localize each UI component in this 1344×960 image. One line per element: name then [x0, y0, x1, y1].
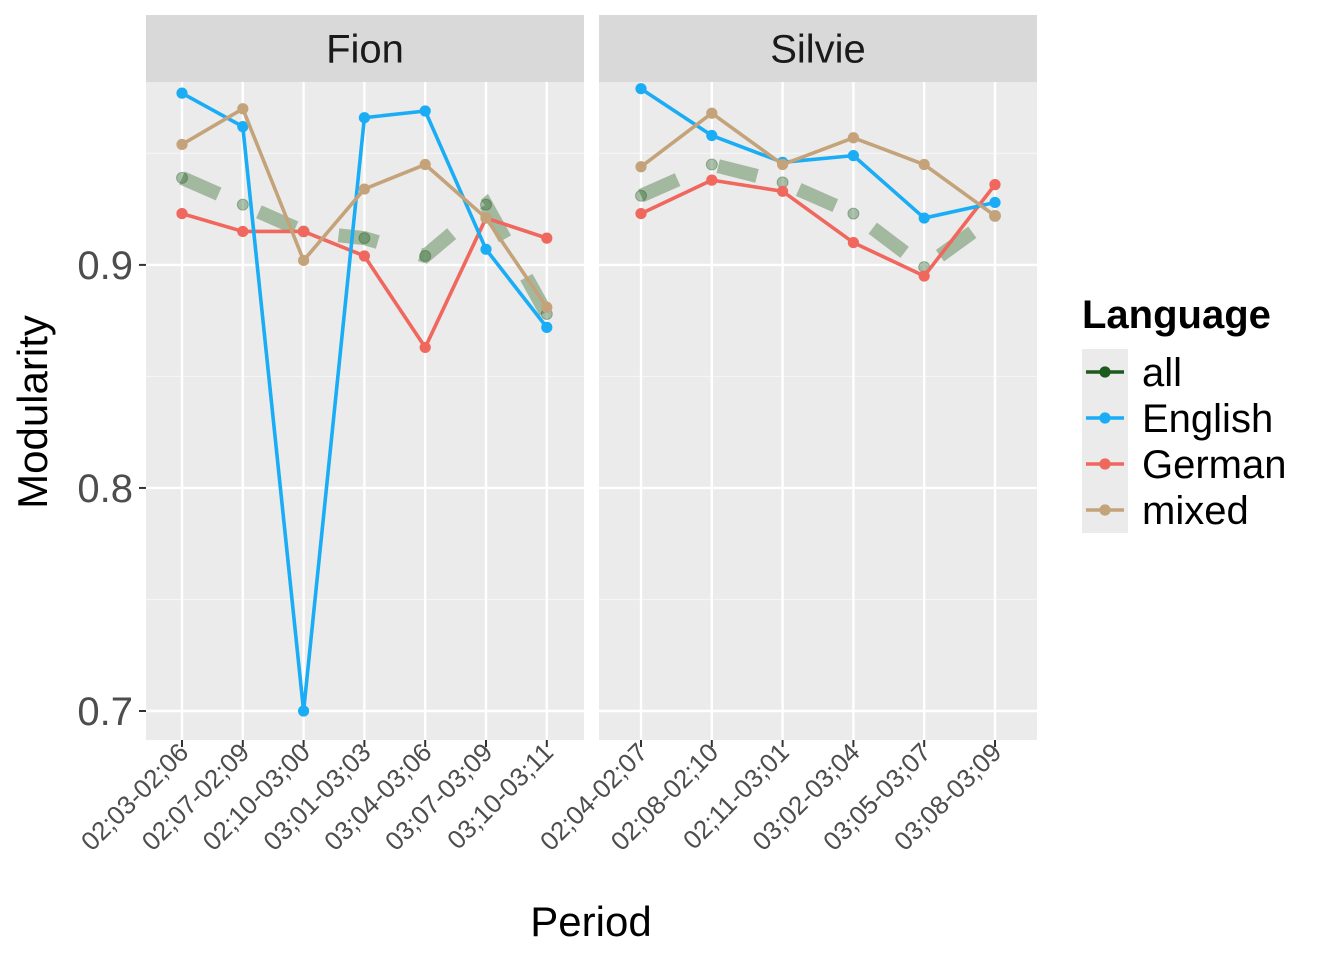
facet-strip [146, 15, 584, 82]
legend-key-point [1099, 504, 1111, 516]
point-german [635, 208, 647, 220]
panel-fion: Fion02;03-02;0602;07-02;0902;10-03;0003;… [75, 15, 584, 856]
legend-entry-all: all [1082, 349, 1182, 395]
point-all [236, 198, 249, 211]
y-tick-label: 0.7 [77, 690, 133, 734]
point-english [541, 321, 553, 333]
point-mixed [847, 132, 860, 144]
point-mixed [989, 210, 1001, 222]
point-german [541, 232, 553, 244]
legend-label: mixed [1142, 489, 1249, 533]
legend-entry-german: German [1082, 441, 1287, 487]
point-german [298, 225, 310, 238]
legend-entry-mixed: mixed [1082, 487, 1249, 533]
legend-key-point [1099, 458, 1111, 470]
y-tick-label: 0.8 [77, 467, 133, 511]
point-german [419, 341, 431, 354]
y-axis-title: Modularity [9, 315, 56, 509]
legend-key-point [1099, 412, 1111, 424]
point-all [480, 198, 492, 211]
legend-key-point [1099, 366, 1111, 378]
y-axis: 0.7 0.8 0.9 [77, 244, 146, 734]
facet-strip-label: Fion [326, 28, 404, 72]
point-mixed [635, 161, 647, 173]
series-line-english [640, 87, 996, 220]
point-german [847, 236, 860, 249]
point-english [635, 83, 647, 95]
point-german [706, 174, 718, 186]
legend-entry-english: English [1082, 395, 1273, 441]
point-german [777, 185, 789, 197]
legend-title: Language [1082, 293, 1271, 337]
point-english [419, 105, 431, 117]
point-all [358, 232, 371, 245]
point-english [176, 87, 188, 99]
point-mixed [918, 158, 930, 171]
point-all [635, 189, 647, 202]
legend-label: all [1142, 351, 1182, 395]
point-german [358, 250, 370, 262]
point-english [706, 129, 718, 142]
point-english [989, 196, 1001, 209]
point-german [989, 179, 1001, 191]
point-english [237, 121, 249, 133]
facet-strip [599, 15, 1037, 82]
point-german [918, 270, 930, 282]
point-mixed [480, 212, 492, 224]
point-english [918, 212, 930, 224]
point-mixed [777, 158, 789, 171]
point-mixed [176, 138, 188, 151]
series-line-german [640, 178, 997, 278]
series-line-mixed [639, 111, 997, 218]
y-tick-label: 0.9 [77, 244, 133, 288]
legend-label: English [1142, 397, 1273, 441]
point-german [176, 208, 188, 220]
series-all-trend [638, 157, 1000, 276]
point-all [847, 207, 860, 220]
point-all [176, 171, 188, 184]
legend-label: German [1142, 443, 1287, 487]
point-english [847, 150, 860, 162]
point-english [480, 243, 492, 255]
point-mixed [419, 158, 431, 171]
point-mixed [706, 107, 718, 119]
point-all [705, 158, 718, 171]
point-mixed [298, 254, 310, 267]
point-english [298, 705, 310, 717]
point-english [358, 112, 370, 124]
point-mixed [541, 301, 553, 313]
x-axis-title: Period [530, 898, 651, 945]
point-mixed [237, 103, 249, 115]
facet-strip-label: Silvie [770, 28, 866, 72]
point-german [237, 225, 249, 238]
series-all-trend [179, 171, 553, 318]
panel-silvie: Silvie02;04-02;0702;08-02;1002;11-03;010… [534, 15, 1037, 856]
point-mixed [358, 183, 370, 195]
point-all [419, 249, 432, 262]
chart-panels: Fion02;03-02;0602;07-02;0902;10-03;0003;… [75, 15, 1037, 856]
